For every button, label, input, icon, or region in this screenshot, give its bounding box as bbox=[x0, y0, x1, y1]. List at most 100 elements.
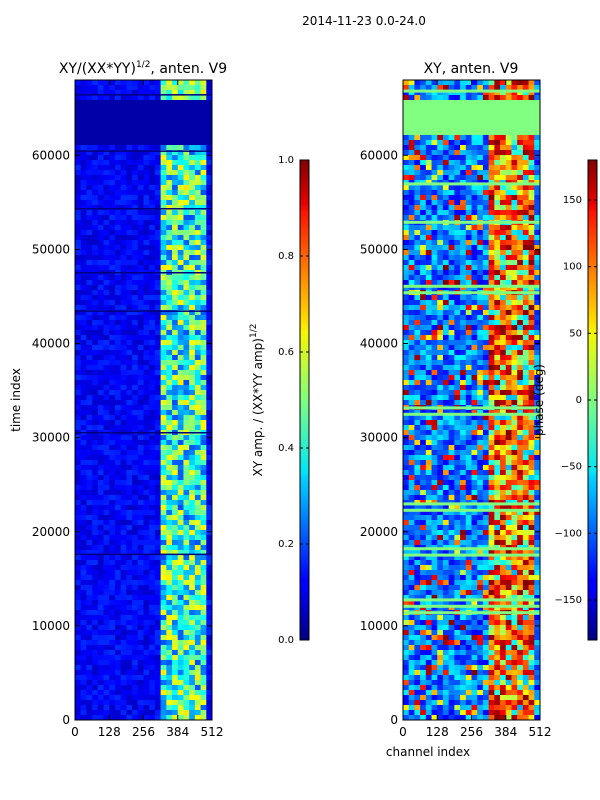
heatmap-cell bbox=[448, 185, 455, 191]
heatmap-cell bbox=[194, 390, 202, 396]
heatmap-cell bbox=[183, 615, 190, 621]
heatmap-cell bbox=[420, 295, 427, 301]
heatmap-cell bbox=[177, 510, 185, 516]
heatmap-cell bbox=[166, 525, 173, 531]
heatmap-cell bbox=[534, 240, 540, 246]
heatmap-cell bbox=[166, 695, 173, 701]
heatmap-cell bbox=[442, 440, 450, 446]
heatmap-cell bbox=[109, 690, 116, 696]
heatmap-cell bbox=[92, 285, 99, 291]
heatmap-cell bbox=[442, 160, 450, 166]
heatmap-cell bbox=[454, 400, 461, 406]
heatmap-cell bbox=[109, 220, 116, 226]
heatmap-cell bbox=[189, 220, 196, 226]
heatmap-cell bbox=[172, 710, 179, 716]
heatmap-cell bbox=[86, 415, 93, 421]
heatmap-cell bbox=[166, 125, 173, 131]
heatmap-cell bbox=[511, 115, 518, 121]
heatmap-cell bbox=[471, 280, 478, 286]
heatmap-cell bbox=[137, 605, 145, 611]
heatmap-cell bbox=[132, 360, 139, 366]
heatmap-cell bbox=[126, 345, 133, 351]
heatmap-cell bbox=[200, 545, 207, 551]
heatmap-cell bbox=[143, 130, 150, 136]
heatmap-cell bbox=[206, 495, 212, 501]
heatmap-cell bbox=[154, 320, 162, 326]
heatmap-cell bbox=[132, 490, 139, 496]
heatmap-cell bbox=[80, 235, 88, 241]
heatmap-cell bbox=[137, 215, 145, 221]
heatmap-cell bbox=[109, 400, 116, 406]
heatmap-cell bbox=[103, 305, 110, 311]
heatmap-cell bbox=[488, 350, 495, 356]
heatmap-cell bbox=[465, 190, 473, 196]
heatmap-cell bbox=[126, 690, 133, 696]
heatmap-cell bbox=[454, 105, 461, 111]
heatmap-cell bbox=[488, 270, 495, 276]
heatmap-cell bbox=[177, 590, 185, 596]
heatmap-cell bbox=[114, 540, 122, 546]
heatmap-cell bbox=[114, 455, 122, 461]
heatmap-cell bbox=[177, 280, 185, 286]
heatmap-cell bbox=[160, 645, 167, 651]
heatmap-cell bbox=[80, 395, 88, 401]
heatmap-cell bbox=[132, 380, 139, 386]
heatmap-cell bbox=[143, 100, 150, 106]
heatmap-cell bbox=[97, 690, 105, 696]
heatmap-cell bbox=[103, 500, 110, 506]
heatmap-cell bbox=[482, 455, 490, 461]
heatmap-cell bbox=[494, 315, 501, 321]
heatmap-cell bbox=[172, 255, 179, 261]
heatmap-cell bbox=[75, 290, 82, 296]
heatmap-cell bbox=[143, 145, 150, 151]
heatmap-cell bbox=[75, 650, 82, 656]
heatmap-cell bbox=[425, 425, 433, 431]
heatmap-cell bbox=[494, 165, 501, 171]
heatmap-cell bbox=[408, 190, 416, 196]
heatmap-cell bbox=[431, 105, 438, 111]
heatmap-cell bbox=[126, 440, 133, 446]
heatmap-cell bbox=[194, 480, 202, 486]
heatmap-cell bbox=[425, 205, 433, 211]
heatmap-cell bbox=[494, 445, 501, 451]
heatmap-cell bbox=[172, 605, 179, 611]
heatmap-cell bbox=[75, 415, 82, 421]
heatmap-cell bbox=[160, 575, 167, 581]
heatmap-cell bbox=[149, 530, 156, 536]
heatmap-cell bbox=[75, 635, 82, 641]
heatmap-cell bbox=[166, 105, 173, 111]
heatmap-cell bbox=[166, 335, 173, 341]
heatmap-cell bbox=[465, 355, 473, 361]
heatmap-cell bbox=[86, 635, 93, 641]
heatmap-cell bbox=[166, 205, 173, 211]
heatmap-cell bbox=[517, 355, 524, 361]
heatmap-cell bbox=[114, 665, 122, 671]
heatmap-cell bbox=[465, 255, 473, 261]
heatmap-cell bbox=[149, 355, 156, 361]
heatmap-cell bbox=[517, 80, 524, 86]
heatmap-cell bbox=[442, 165, 450, 171]
heatmap-cell bbox=[103, 90, 110, 96]
heatmap-cell bbox=[454, 100, 461, 106]
heatmap-cell bbox=[517, 435, 524, 441]
heatmap-cell bbox=[177, 525, 185, 531]
heatmap-cell bbox=[97, 295, 105, 301]
heatmap-cell bbox=[172, 120, 179, 126]
heatmap-cell bbox=[465, 85, 473, 91]
heatmap-cell bbox=[103, 645, 110, 651]
heatmap-cell bbox=[120, 630, 127, 636]
heatmap-cell bbox=[120, 425, 127, 431]
heatmap-cell bbox=[522, 305, 530, 311]
heatmap-cell bbox=[132, 695, 139, 701]
heatmap-cell bbox=[114, 560, 122, 566]
heatmap-cell bbox=[114, 405, 122, 411]
heatmap-cell bbox=[403, 160, 410, 166]
heatmap-cell bbox=[103, 105, 110, 111]
heatmap-cell bbox=[137, 145, 145, 151]
heatmap-cell bbox=[154, 105, 162, 111]
heatmap-cell bbox=[471, 460, 478, 466]
heatmap-cell bbox=[408, 460, 416, 466]
heatmap-cell bbox=[92, 540, 99, 546]
heatmap-cell bbox=[132, 230, 139, 236]
heatmap-cell bbox=[75, 670, 82, 676]
